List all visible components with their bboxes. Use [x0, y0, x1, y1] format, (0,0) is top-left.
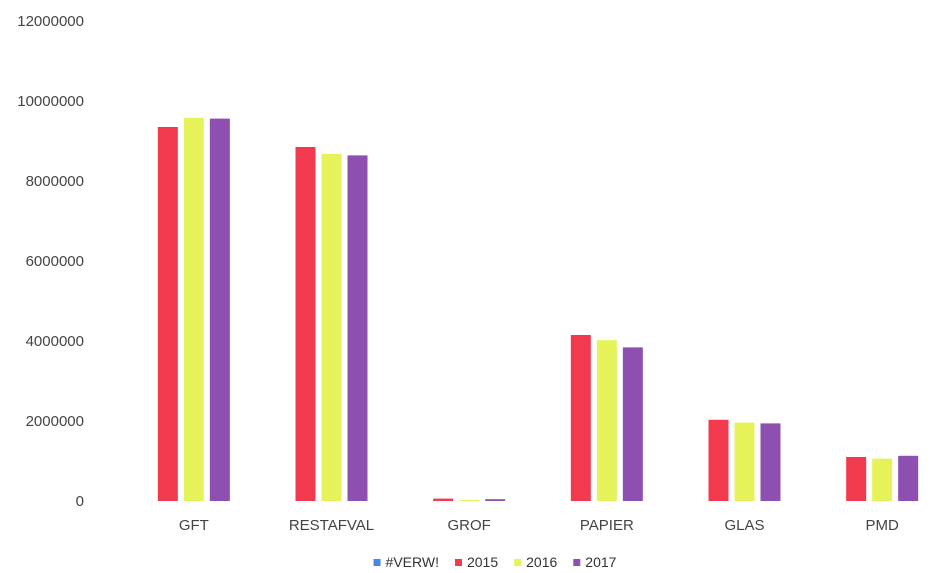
bar-glas-2016	[734, 422, 755, 501]
legend-marker	[514, 559, 522, 566]
bar-papier-2015	[570, 335, 591, 501]
legend-marker	[573, 559, 581, 566]
bar-papier-2016	[596, 340, 617, 501]
bar-grof-2016	[459, 499, 480, 501]
bar-glas-2015	[708, 419, 729, 501]
bar-glas-2017	[760, 423, 781, 501]
x-axis: GFT RESTAFVAL GROF PAPIER GLAS PMD	[179, 517, 899, 534]
legend-label: 2017	[585, 554, 616, 570]
bar-restafval-2016	[321, 153, 342, 502]
bars	[157, 117, 919, 502]
bar-gft-2017	[209, 118, 230, 501]
bar-papier-2017	[622, 347, 643, 501]
legend-label: #VERW!	[386, 554, 439, 570]
legend-item: 2017	[573, 554, 617, 570]
bar-restafval-2015	[295, 147, 316, 501]
y-tick-label: 10000000	[17, 93, 84, 110]
bar-pmd-2016	[872, 458, 893, 501]
y-tick-label: 4000000	[26, 333, 84, 350]
legend-item: #VERW!	[373, 554, 439, 570]
legend: #VERW! 2015 2016 2017	[373, 554, 617, 570]
legend-item: 2015	[454, 554, 498, 570]
bar-gft-2015	[157, 127, 178, 501]
y-tick-label: 0	[76, 493, 84, 510]
x-tick-label: RESTAFVAL	[289, 517, 374, 534]
legend-marker	[454, 559, 462, 566]
x-tick-label: GFT	[179, 517, 209, 534]
y-axis: 0 2000000 4000000 6000000 8000000 10000000 120…	[17, 13, 84, 510]
legend-label: 2016	[526, 554, 557, 570]
bar-grof-2015	[433, 498, 454, 501]
y-tick-label: 2000000	[26, 413, 84, 430]
bar-restafval-2017	[347, 155, 368, 501]
bar-grof-2017	[485, 499, 506, 501]
bar-pmd-2015	[846, 457, 867, 501]
bar-gft-2016	[183, 117, 204, 502]
x-tick-label: GLAS	[724, 517, 764, 534]
x-tick-label: PAPIER	[580, 517, 634, 534]
y-tick-label: 8000000	[26, 173, 84, 190]
legend-label: 2015	[467, 554, 498, 570]
y-tick-label: 6000000	[26, 253, 84, 270]
bar-pmd-2017	[898, 455, 919, 501]
x-tick-label: PMD	[865, 517, 899, 534]
y-tick-label: 12000000	[17, 13, 84, 30]
legend-item: 2016	[514, 554, 557, 570]
legend-marker	[373, 559, 381, 566]
x-tick-label: GROF	[447, 517, 490, 534]
